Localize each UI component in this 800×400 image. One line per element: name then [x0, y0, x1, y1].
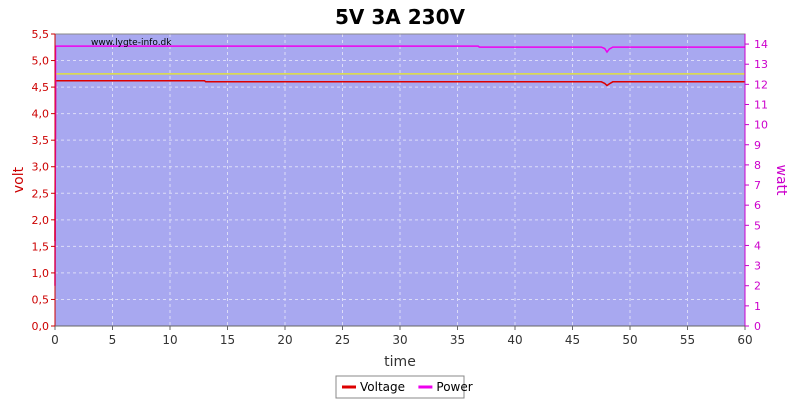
grid-lines: [55, 34, 745, 326]
x-tick-label: 60: [737, 333, 752, 347]
x-tick-label: 0: [51, 333, 59, 347]
chart-title: 5V 3A 230V: [335, 5, 465, 29]
x-tick-label: 30: [392, 333, 407, 347]
y-right-tick-label: 11: [754, 98, 768, 111]
x-tick-label: 5: [109, 333, 117, 347]
y-left-tick-label: 0,5: [32, 293, 50, 306]
y-right-tick-label: 8: [754, 159, 761, 172]
y-right-tick-label: 6: [754, 199, 761, 212]
y-left-tick-label: 1,0: [32, 267, 50, 280]
y-left-tick-label: 2,5: [32, 187, 50, 200]
legend-box: [335, 375, 465, 399]
axes: 0 5 10 15 20 25 30 35 40 45 50 55 600,00,51,01,52,02…: [32, 28, 769, 347]
x-tick-label: 15: [220, 333, 235, 347]
y-right-tick-label: 5: [754, 219, 761, 232]
legend-label-voltage: Voltage: [360, 380, 405, 394]
x-tick-label: 10: [162, 333, 177, 347]
y-left-tick-label: 3,5: [32, 134, 50, 147]
legend: Voltage Power: [335, 375, 473, 399]
y-right-tick-label: 12: [754, 78, 768, 91]
y-right-tick-label: 9: [754, 139, 761, 152]
series-line-power: [54, 45, 745, 286]
y-left-tick-label: 5,0: [32, 55, 50, 68]
watermark: www.lygte-info.dk: [91, 38, 172, 48]
x-tick-label: 45: [565, 333, 580, 347]
y-axis-right-label: watt: [773, 164, 789, 196]
x-tick-label: 35: [450, 333, 465, 347]
y-right-tick-label: 7: [754, 179, 761, 192]
y-left-tick-label: 1,5: [32, 240, 50, 253]
y-right-tick-label: 4: [754, 239, 761, 252]
y-axis-left-label: volt: [11, 166, 27, 193]
y-left-tick-label: 0,0: [32, 320, 50, 333]
y-right-tick-label: 2: [754, 280, 761, 293]
x-axis-label: time: [384, 354, 416, 370]
x-tick-label: 55: [680, 333, 695, 347]
y-right-tick-label: 3: [754, 260, 761, 273]
series-layer: [54, 45, 745, 286]
y-left-tick-label: 4,0: [32, 108, 50, 121]
y-left-tick-label: 4,5: [32, 81, 50, 94]
y-right-tick-label: 10: [754, 119, 768, 132]
x-tick-label: 50: [622, 333, 637, 347]
y-left-tick-label: 5,5: [32, 28, 50, 41]
y-left-tick-label: 3,0: [32, 161, 50, 174]
legend-label-power: Power: [436, 380, 472, 394]
y-right-tick-label: 0: [754, 320, 761, 333]
x-tick-label: 25: [335, 333, 350, 347]
y-left-tick-label: 2,0: [32, 214, 50, 227]
y-right-tick-label: 14: [754, 38, 768, 51]
y-right-tick-label: 13: [754, 58, 768, 71]
y-right-tick-label: 1: [754, 300, 761, 313]
x-tick-label: 40: [507, 333, 522, 347]
x-tick-label: 20: [277, 333, 292, 347]
